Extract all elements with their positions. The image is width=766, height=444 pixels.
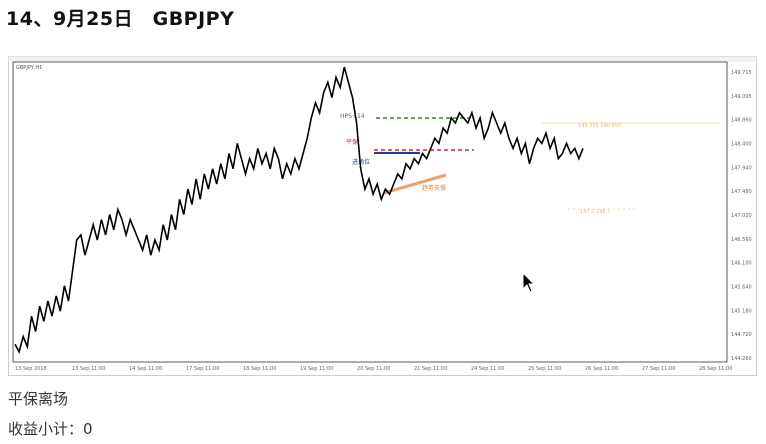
y-tick-label: 147.940 (731, 165, 752, 171)
mouse-cursor-icon (522, 272, 536, 293)
x-tick-label: 20 Sep 11:00 (357, 366, 390, 372)
symbol-label: GBPJPY,H1 (16, 65, 42, 71)
y-tick-label: 147.020 (731, 213, 752, 219)
x-tick-label: 13 Sep 2018 (15, 366, 47, 372)
y-tick-label: 148.860 (731, 118, 752, 124)
x-tick-label: 25 Sep 11:00 (528, 366, 561, 372)
x-tick-label: 14 Sep 11:00 (129, 366, 162, 372)
page-title: 14、9月25日 GBPJPY (6, 8, 235, 30)
annotation-label: 进场位 (352, 158, 370, 166)
x-tick-label: 24 Sep 11:00 (471, 366, 504, 372)
y-tick-label: 146.100 (731, 261, 752, 267)
y-tick-label: 145.180 (731, 308, 752, 314)
y-tick-label: 149.095 (731, 94, 752, 100)
x-tick-label: 17 Sep 11:00 (186, 366, 219, 372)
marker-label: 148.355 146.950 (578, 123, 621, 129)
y-tick-label: 144.720 (731, 332, 752, 338)
annotation-label: HPS+14 (340, 113, 365, 120)
x-tick-label: 26 Sep 11:00 (585, 366, 618, 372)
x-tick-label: 21 Sep 11:00 (414, 366, 447, 372)
annotation-label: 趋势支撑 (422, 184, 446, 192)
price-chart: GBPJPY,H1 149.715 149.095 148.860 148.400 14… (8, 56, 757, 376)
x-tick-label: 13 Sep 11:00 (72, 366, 105, 372)
y-tick-label: 144.260 (731, 356, 752, 362)
x-tick-label: 28 Sep 11:00 (699, 366, 732, 372)
marker-label: 147.5 146.7 (580, 209, 610, 215)
annotation-label: 平保 (346, 138, 358, 146)
pnl-note: 收益小计：0 (8, 420, 93, 438)
exit-note: 平保离场 (8, 390, 69, 408)
x-tick-label: 19 Sep 11:00 (300, 366, 333, 372)
y-tick-label: 149.715 (731, 70, 752, 76)
y-tick-label: 146.560 (731, 237, 752, 243)
x-tick-label: 18 Sep 11:00 (243, 366, 276, 372)
x-tick-label: 27 Sep 11:00 (642, 366, 675, 372)
y-tick-label: 148.400 (731, 142, 752, 148)
y-tick-label: 147.480 (731, 189, 752, 195)
price-line (14, 66, 584, 354)
trend-support-line (383, 173, 447, 195)
plot-area (12, 61, 728, 363)
y-tick-label: 145.640 (731, 285, 752, 291)
